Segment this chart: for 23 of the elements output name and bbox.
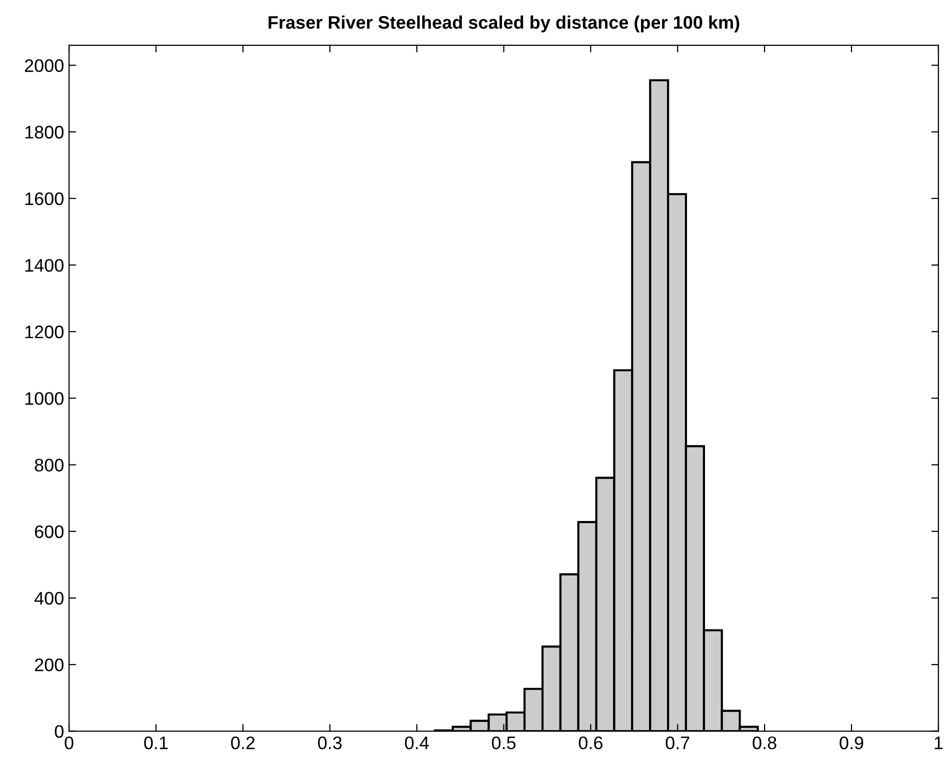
x-tick-label: 0.7 [666,736,690,750]
x-tick-label: 0.5 [492,736,516,750]
y-tick-label: 600 [34,525,64,538]
y-tick-label: 2000 [24,59,64,72]
chart-title: Fraser River Steelhead scaled by distance (per 100 km) [268,16,740,32]
y-tick-label: 1200 [25,326,64,338]
x-tick-label: 0.9 [840,736,864,750]
x-tick-label: 0.8 [752,736,776,750]
y-tick-label: 1400 [25,258,64,272]
y-tick-label: 200 [34,658,64,672]
x-tick-label: 0.2 [231,736,255,750]
x-tick-label: 0 [64,736,74,750]
y-tick-label: 1800 [25,126,64,139]
y-tick-label: 1600 [25,192,64,206]
x-tick-label: 0.6 [578,736,602,750]
x-tick-label: 1 [934,736,943,750]
y-tick-label: 800 [34,458,64,472]
y-tick-label: 1000 [25,392,64,405]
x-tick-label: 0.4 [404,736,429,750]
x-tick-label: 0.1 [144,736,168,750]
x-tick-label: 0.3 [318,736,342,750]
y-tick-label: 0 [54,725,64,738]
y-tick-label: 400 [34,592,64,605]
